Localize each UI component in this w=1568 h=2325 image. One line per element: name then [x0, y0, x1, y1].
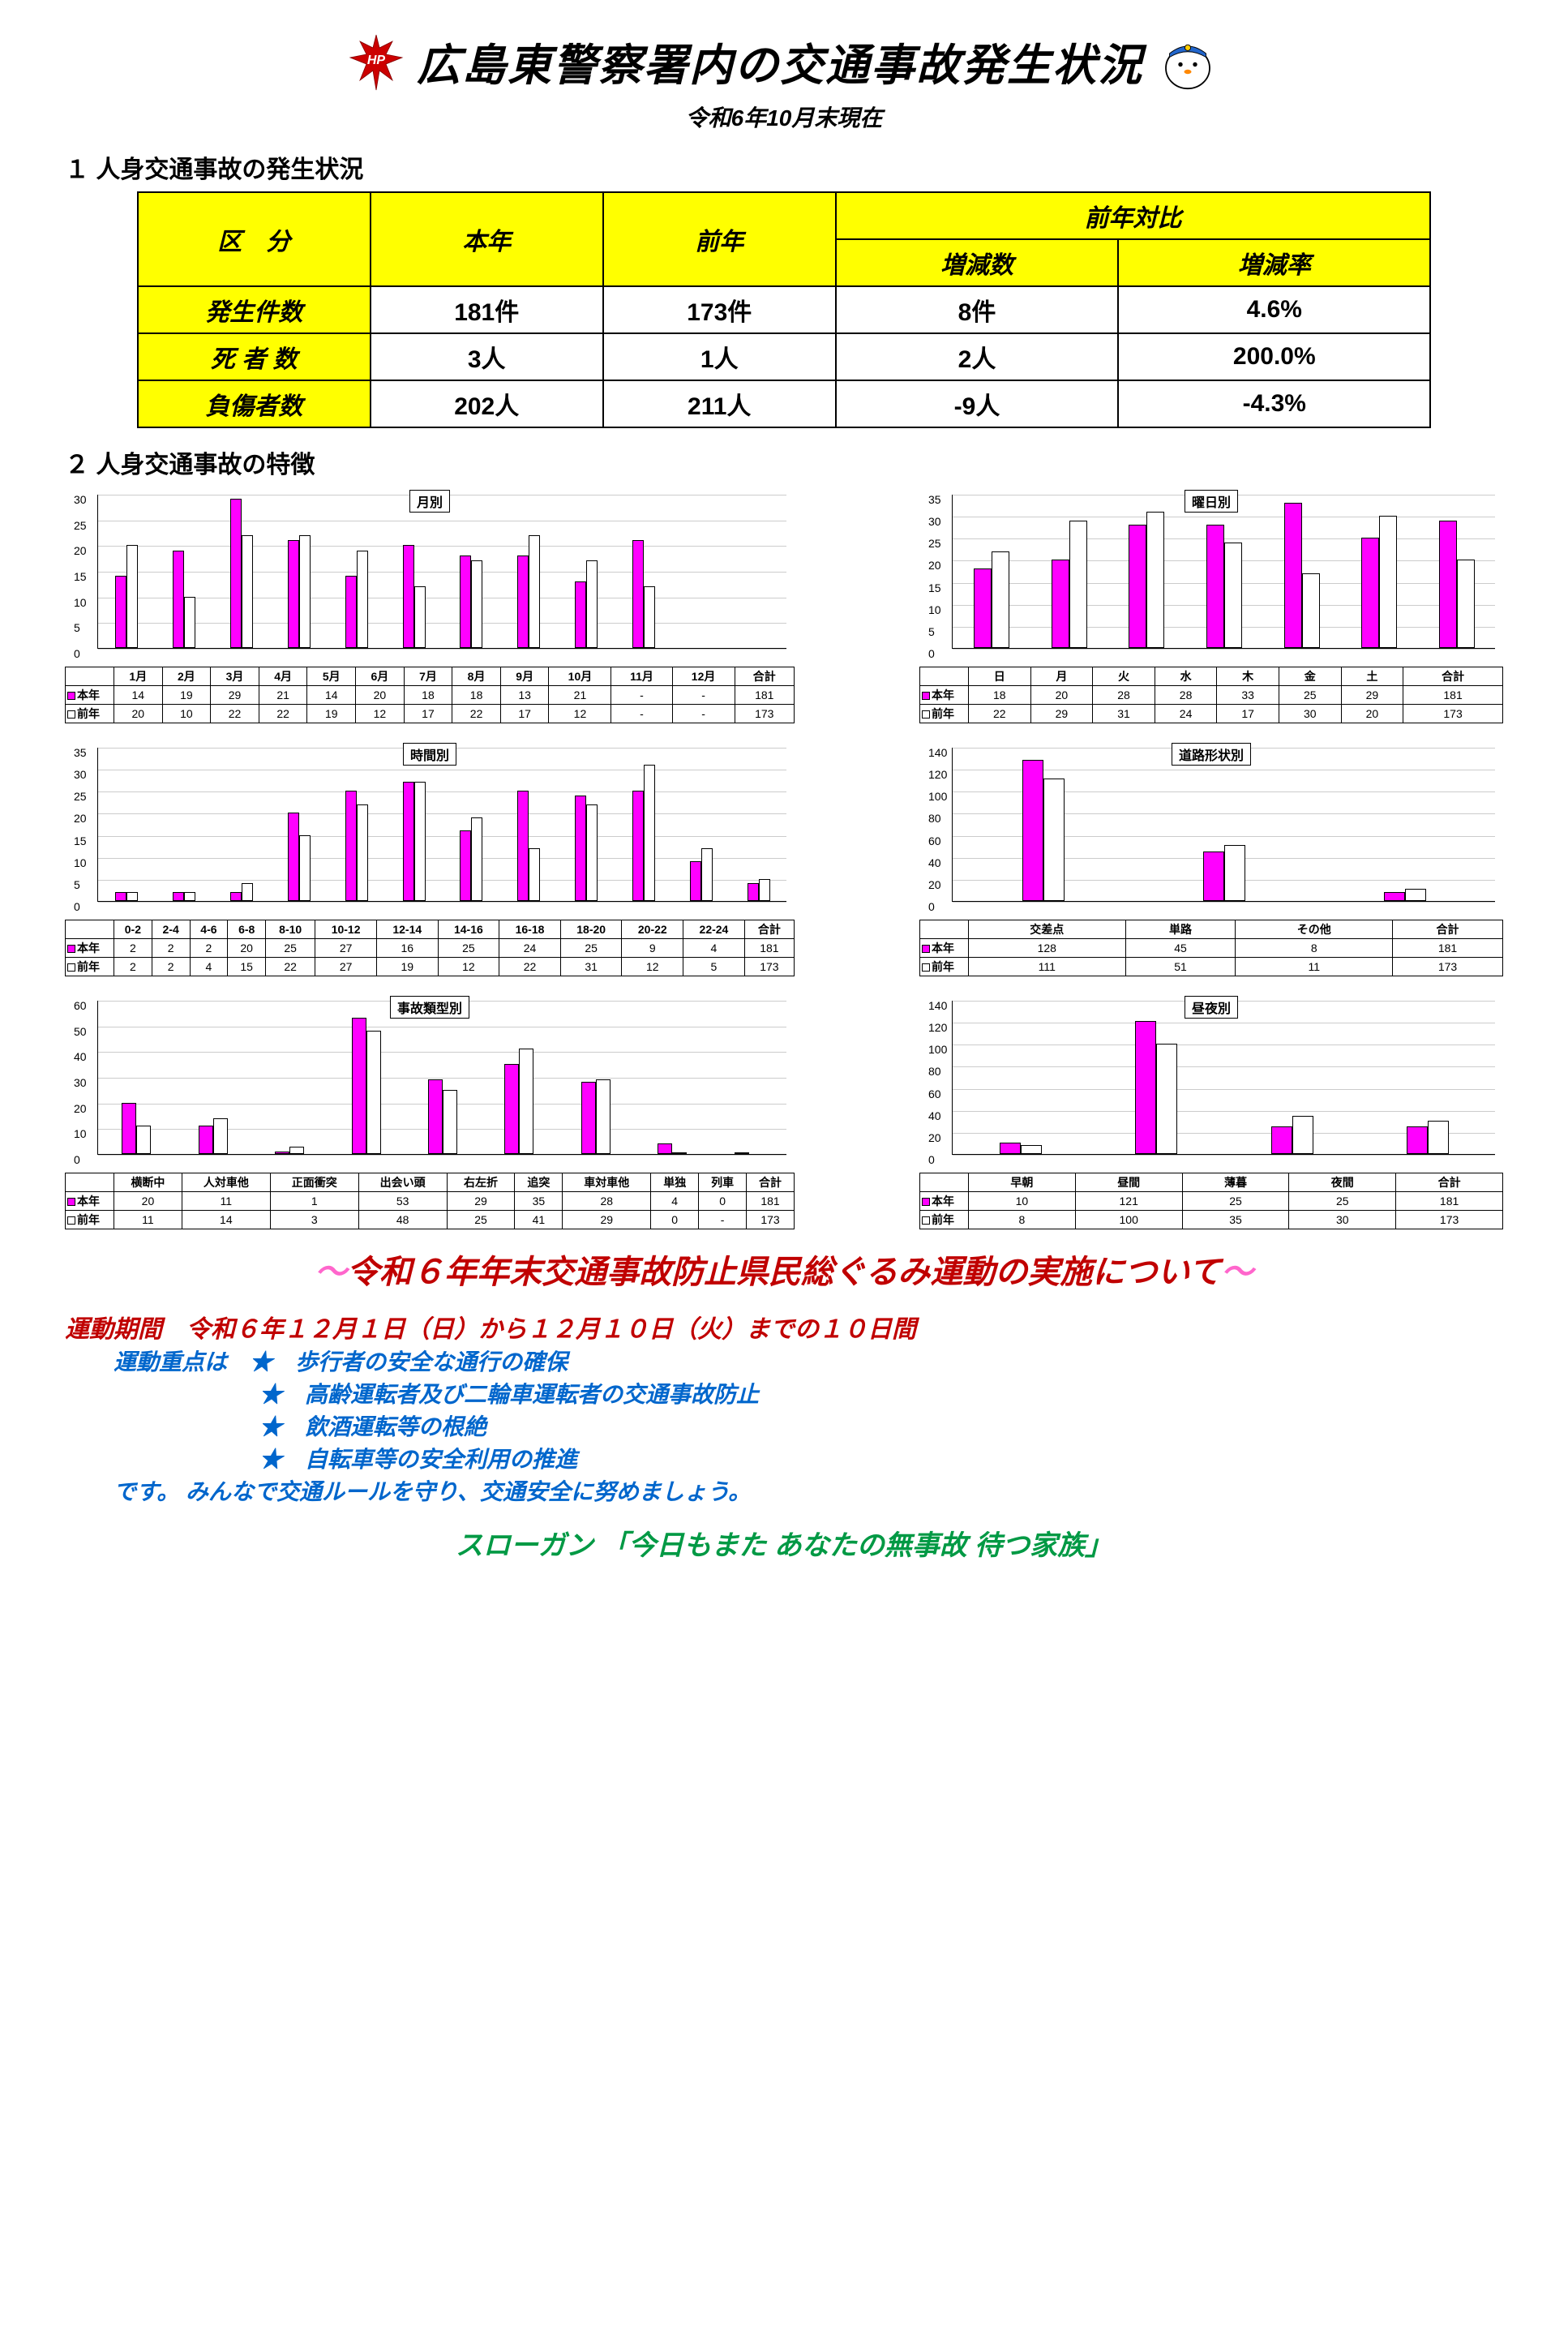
page-header: HP 広島東警察署内の交通事故発生状況 令和6年10月末現在: [65, 24, 1503, 133]
chart-title: 昼夜別: [1185, 996, 1238, 1019]
summary-table: 区 分本年前年前年対比増減数増減率発生件数181件173件8件4.6%死 者 数…: [137, 191, 1432, 428]
campaign-section: 〜令和６年年末交通事故防止県民総ぐるみ運動の実施について〜 運動期間 令和６年１…: [65, 1246, 1503, 1563]
chart-data-table: 交差点単路その他合計本年128458181前年1115111173: [919, 920, 1503, 976]
chart-weekday: 曜日別05101520253035日月火水木金土合計本年182028283325…: [919, 487, 1503, 723]
chart-title: 曜日別: [1185, 490, 1238, 513]
page-title: 広島東警察署内の交通事故発生状況: [417, 29, 1143, 93]
chart-title: 道路形状別: [1172, 743, 1251, 766]
chart-title: 事故類型別: [390, 996, 469, 1019]
chart-title: 時間別: [403, 743, 456, 766]
chart-road: 道路形状別020406080100120140交差点単路その他合計本年12845…: [919, 740, 1503, 976]
section2-title: ２ 人身交通事故の特徴: [65, 444, 1503, 480]
chart-data-table: 日月火水木金土合計本年18202828332529181前年2229312417…: [919, 667, 1503, 723]
svg-text:HP: HP: [367, 54, 386, 67]
chart-monthly: 月別0510152025301月2月3月4月5月6月7月8月9月10月11月12…: [65, 487, 795, 723]
chart-data-table: 早朝昼間薄暮夜間合計本年101212525181前年81003530173: [919, 1173, 1503, 1229]
campaign-slogan: スローガン 「今日もまた あなたの無事故 待つ家族」: [65, 1523, 1503, 1563]
maple-leaf-icon: HP: [344, 28, 409, 93]
chart-data-table: 横断中人対車他正面衝突出会い頭右左折追突車対車他単独列車合計本年20111532…: [65, 1173, 795, 1229]
campaign-period: 運動期間 令和６年１２月１日（日）から１２月１０日（火）までの１０日間: [65, 1309, 1503, 1345]
chart-data-table: 0-22-44-66-88-1010-1212-1414-1616-1818-2…: [65, 920, 795, 976]
chart-type: 事故類型別0102030405060横断中人対車他正面衝突出会い頭右左折追突車対…: [65, 993, 795, 1229]
campaign-title: 〜令和６年年末交通事故防止県民総ぐるみ運動の実施について〜: [65, 1246, 1503, 1293]
chart-hourly: 時間別051015202530350-22-44-66-88-1010-1212…: [65, 740, 795, 976]
section1-title: １ 人身交通事故の発生状況: [65, 149, 1503, 185]
chart-title: 月別: [409, 490, 450, 513]
campaign-points: 運動重点は ★ 歩行者の安全な通行の確保 ★ 高齢運転者及び二輪車運転者の交通事…: [114, 1345, 1503, 1507]
chart-daynight: 昼夜別020406080100120140早朝昼間薄暮夜間合計本年1012125…: [919, 993, 1503, 1229]
chart-data-table: 1月2月3月4月5月6月7月8月9月10月11月12月合計本年141929211…: [65, 667, 795, 723]
page-subtitle: 令和6年10月末現在: [65, 101, 1503, 133]
police-mascot-icon: [1151, 24, 1224, 97]
